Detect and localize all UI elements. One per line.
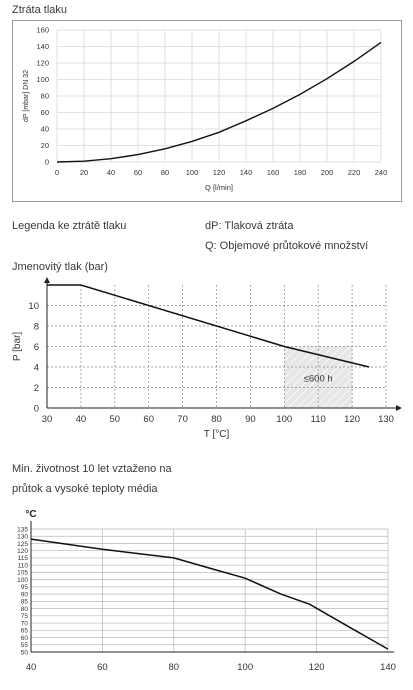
y-axis-label: P [bar] xyxy=(12,332,23,361)
x-tick-label: 80 xyxy=(211,414,222,425)
x-axis-arrow xyxy=(396,405,402,411)
y-tick-label: 75 xyxy=(21,613,29,620)
y-tick-label: 70 xyxy=(21,620,29,627)
y-tick-label: 110 xyxy=(18,562,29,569)
legend-title: Legenda ke ztrátě tlaku xyxy=(12,220,127,232)
x-tick-label: 40 xyxy=(76,414,87,425)
x-tick-label: 50 xyxy=(110,414,121,425)
lifetime-title-line2: průtok a vysoké teploty média xyxy=(12,483,158,495)
y-tick-label: 100 xyxy=(17,577,28,584)
y-tick-label: 130 xyxy=(17,534,28,541)
x-axis-label: T [°C] xyxy=(204,429,230,440)
x-tick-label: 120 xyxy=(344,414,360,425)
y-tick-label: 0 xyxy=(34,404,39,415)
series-line xyxy=(30,538,389,650)
series-line xyxy=(47,284,370,368)
pressure-loss-title: Ztráta tlaku xyxy=(12,4,68,16)
x-tick-label: 40 xyxy=(26,662,37,673)
y-tick-label: 6 xyxy=(34,342,39,353)
y-tick-label: 10 xyxy=(28,301,39,312)
y-tick-label: 80 xyxy=(21,606,29,613)
x-tick-label: 70 xyxy=(177,414,188,425)
y-tick-label: 125 xyxy=(17,541,28,548)
y-tick-label: 115 xyxy=(18,555,29,562)
y-tick-label: 2 xyxy=(34,383,39,394)
y-tick-label: 4 xyxy=(34,363,39,374)
hatched-region xyxy=(284,346,353,408)
x-tick-label: 100 xyxy=(276,414,292,425)
x-tick-label: 90 xyxy=(245,414,256,425)
y-tick-label: 95 xyxy=(21,584,29,591)
x-tick-label: 110 xyxy=(311,414,326,425)
y-tick-label: 105 xyxy=(17,570,28,577)
y-tick-label: 120 xyxy=(17,548,28,555)
y-tick-label: 90 xyxy=(21,591,29,598)
nominal-pressure-title: Jmenovitý tlak (bar) xyxy=(12,261,108,273)
x-tick-label: 130 xyxy=(378,414,394,425)
x-tick-label: 140 xyxy=(380,662,396,673)
y-tick-label: 65 xyxy=(21,628,29,635)
y-tick-label: 85 xyxy=(21,599,29,606)
y-tick-label: 55 xyxy=(21,642,29,649)
legend-q: Q: Objemové průtokové množství xyxy=(205,240,369,252)
x-tick-label: 100 xyxy=(237,662,253,673)
y-axis-label: °C xyxy=(25,509,36,520)
y-tick-label: 135 xyxy=(17,526,28,533)
hatched-region-label: ≤600 h xyxy=(304,373,333,384)
x-tick-label: 80 xyxy=(169,662,180,673)
y-tick-label: 50 xyxy=(21,649,29,656)
y-axis-arrow xyxy=(44,277,50,283)
x-tick-label: 60 xyxy=(143,414,154,425)
legend-dp: dP: Tlaková ztráta xyxy=(205,220,294,232)
y-tick-label: 60 xyxy=(21,635,29,642)
x-tick-label: 60 xyxy=(97,662,108,673)
x-tick-label: 30 xyxy=(42,414,53,425)
x-tick-label: 120 xyxy=(309,662,325,673)
lifetime-title-line1: Min. životnost 10 let vztaženo na xyxy=(12,463,172,475)
y-tick-label: 8 xyxy=(34,322,39,333)
pressure-loss-chart-frame xyxy=(12,20,402,202)
